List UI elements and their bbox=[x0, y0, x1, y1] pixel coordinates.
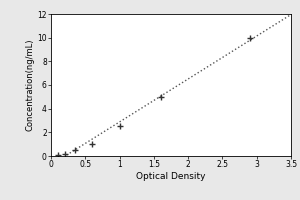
Y-axis label: Concentration(ng/mL): Concentration(ng/mL) bbox=[26, 39, 34, 131]
X-axis label: Optical Density: Optical Density bbox=[136, 172, 206, 181]
